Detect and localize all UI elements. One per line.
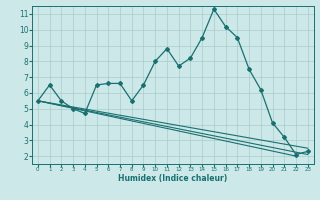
- X-axis label: Humidex (Indice chaleur): Humidex (Indice chaleur): [118, 174, 228, 183]
